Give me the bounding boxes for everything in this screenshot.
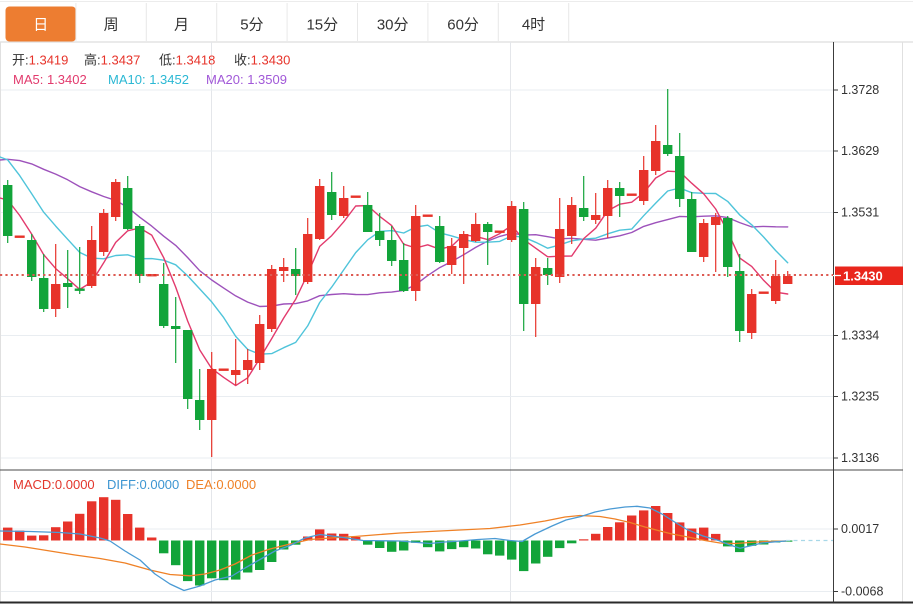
svg-text:1.3531: 1.3531 [841, 206, 879, 220]
svg-text:日: 日 [33, 17, 48, 34]
svg-text:0.0017: 0.0017 [841, 522, 879, 536]
svg-text:1.3728: 1.3728 [841, 83, 879, 97]
svg-text:月: 月 [174, 17, 189, 34]
svg-text:30分: 30分 [377, 17, 409, 34]
svg-text:DIFF:0.0000: DIFF:0.0000 [107, 477, 179, 492]
svg-text:开:1.3419: 开:1.3419 [12, 53, 68, 68]
svg-text:DEA:0.0000: DEA:0.0000 [186, 477, 256, 492]
svg-text:15分: 15分 [306, 17, 338, 34]
svg-text:1.3430: 1.3430 [843, 269, 883, 284]
svg-text:1.3136: 1.3136 [841, 451, 879, 465]
svg-text:4时: 4时 [522, 17, 545, 34]
svg-text:MA5: 1.3402: MA5: 1.3402 [13, 72, 87, 87]
svg-text:低:1.3418: 低:1.3418 [159, 53, 215, 68]
svg-text:收:1.3430: 收:1.3430 [234, 53, 290, 68]
svg-text:MA20: 1.3509: MA20: 1.3509 [206, 72, 287, 87]
svg-text:MACD:0.0000: MACD:0.0000 [13, 477, 95, 492]
svg-text:1.3334: 1.3334 [841, 329, 879, 343]
svg-text:-0.0068: -0.0068 [841, 585, 883, 599]
svg-text:周: 周 [104, 17, 119, 34]
svg-text:5分: 5分 [240, 17, 263, 34]
svg-text:高:1.3437: 高:1.3437 [84, 53, 140, 68]
svg-text:1.3235: 1.3235 [841, 390, 879, 404]
svg-text:1.3629: 1.3629 [841, 144, 879, 158]
svg-text:60分: 60分 [447, 17, 479, 34]
svg-text:MA10: 1.3452: MA10: 1.3452 [108, 72, 189, 87]
